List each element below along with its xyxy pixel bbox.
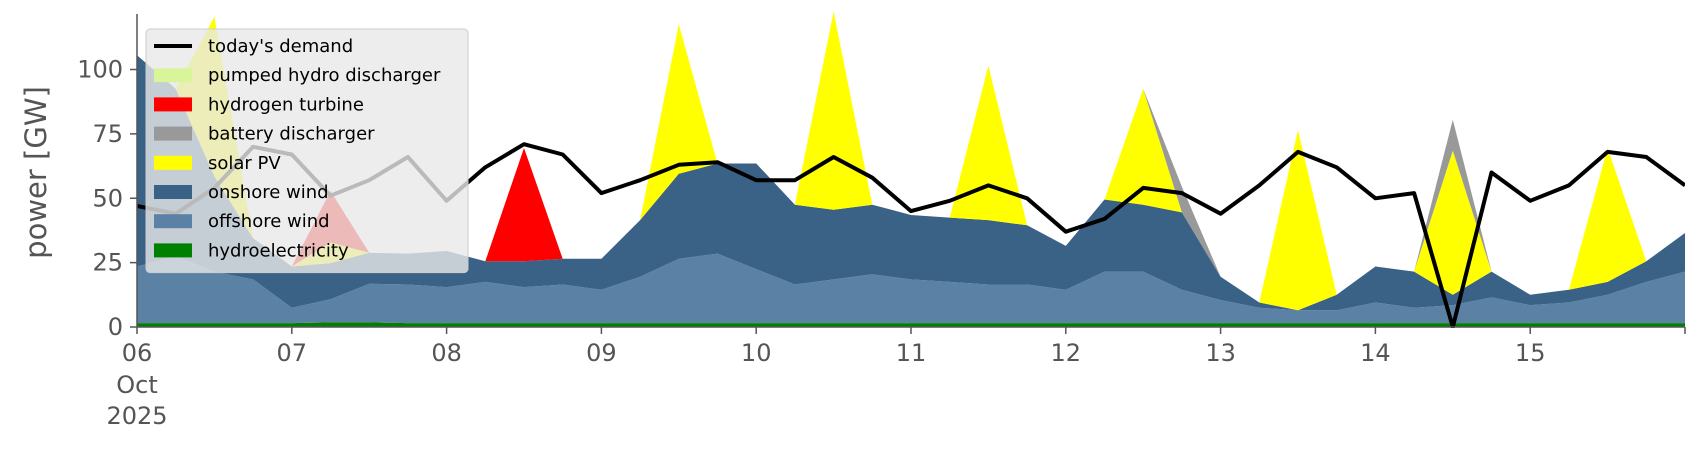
legend-swatch bbox=[154, 68, 192, 83]
x-tick-year: 2025 bbox=[106, 402, 167, 430]
legend-swatch bbox=[154, 243, 192, 258]
axes: 0 25 50 75 100 06 Oct 2025 07 08 09 10 11 12 13 14 15 bbox=[77, 14, 1686, 430]
x-tick-month: Oct bbox=[116, 371, 158, 399]
y-tick-label: 100 bbox=[77, 56, 123, 84]
x-tick-label: 08 bbox=[431, 339, 462, 367]
plot-areas bbox=[137, 11, 1685, 327]
legend-label: solar PV bbox=[208, 153, 281, 174]
legend-swatch bbox=[154, 155, 192, 170]
legend-box bbox=[145, 28, 469, 274]
legend-swatch bbox=[154, 126, 192, 141]
x-tick-label: 15 bbox=[1515, 339, 1546, 367]
legend-label: battery discharger bbox=[208, 124, 375, 145]
y-tick-label: 0 bbox=[108, 313, 123, 341]
x-tick-label: 10 bbox=[741, 339, 772, 367]
y-axis-title: power [GW] bbox=[19, 86, 53, 259]
legend-label: pumped hydro discharger bbox=[208, 65, 441, 86]
y-tick-label: 75 bbox=[92, 120, 123, 148]
legend-swatch bbox=[154, 97, 192, 112]
x-tick-label: 06 bbox=[122, 339, 153, 367]
y-tick-label: 25 bbox=[92, 249, 123, 277]
legend: today's demand pumped hydro discharger hyd… bbox=[145, 28, 469, 274]
legend-label: hydroelectricity bbox=[208, 240, 349, 261]
legend-label: hydrogen turbine bbox=[208, 94, 364, 115]
area-hydrogen-turbine bbox=[137, 11, 1685, 303]
legend-swatch bbox=[154, 214, 192, 229]
legend-label: offshore wind bbox=[208, 211, 330, 232]
x-tick-label: 14 bbox=[1360, 339, 1391, 367]
area-onshore-wind bbox=[137, 55, 1685, 311]
x-tick-label: 11 bbox=[896, 339, 927, 367]
legend-swatch bbox=[154, 185, 192, 199]
x-tick-label: 12 bbox=[1051, 339, 1082, 367]
y-tick-label: 50 bbox=[92, 184, 123, 212]
area-solar-pv bbox=[137, 11, 1685, 311]
x-tick-label: 09 bbox=[586, 339, 617, 367]
x-tick-label: 07 bbox=[277, 339, 308, 367]
x-tick-label: 13 bbox=[1205, 339, 1236, 367]
area-hydroelectricity bbox=[137, 322, 1685, 327]
legend-label: onshore wind bbox=[208, 182, 329, 203]
area-offshore-wind bbox=[137, 253, 1685, 324]
legend-label: today's demand bbox=[208, 36, 353, 57]
